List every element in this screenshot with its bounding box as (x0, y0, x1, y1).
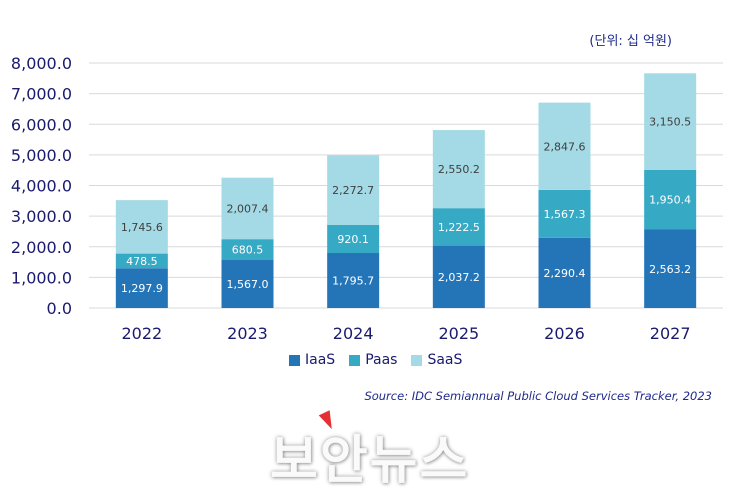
legend-swatch-paas (349, 354, 361, 366)
watermark-logo: 보안뉴스 (270, 431, 470, 491)
bar-paas-2026 (538, 189, 591, 238)
unit-label: (단위: 십 억원) (589, 34, 672, 49)
data-label: 1,567.3 (544, 208, 586, 221)
bar-paas-2022 (115, 253, 168, 269)
legend-item-saas: SaaS (411, 352, 462, 368)
source-note: Source: IDC Semiannual Public Cloud Serv… (364, 389, 712, 403)
bar-saas-2027 (644, 73, 697, 170)
data-label: 478.5 (126, 255, 158, 268)
bar-iaas-2022 (115, 268, 168, 308)
bar-iaas-2023 (221, 260, 274, 308)
bar-iaas-2026 (538, 237, 591, 308)
legend: IaaS Paas SaaS (289, 352, 462, 368)
bars: 1,297.9 478.5 1,745.6 1,567.0 680.5 2,007.4 1,… (115, 73, 697, 308)
bar-paas-2027 (644, 169, 697, 230)
stacked-bar-chart: 0.0 1,000.0 2,000.0 3,000.0 4,000.0 5,000.0 6,… (11, 54, 723, 343)
data-label: 680.5 (232, 244, 264, 257)
legend-swatch-iaas (289, 354, 300, 366)
y-tick-label: 4,000.0 (11, 177, 72, 196)
legend-item-iaas: IaaS (289, 352, 335, 368)
data-label: 2,550.2 (438, 163, 480, 176)
x-tick-label: 2023 (227, 324, 268, 343)
data-label: 1,795.7 (332, 275, 374, 288)
data-label: 2,272.7 (332, 184, 374, 197)
bar-paas-2025 (432, 208, 485, 246)
y-tick-label: 0.0 (47, 299, 72, 318)
bar-iaas-2027 (644, 229, 697, 308)
x-tick-label: 2022 (121, 324, 162, 343)
x-tick-label: 2025 (438, 324, 479, 343)
data-label: 2,290.4 (544, 267, 586, 280)
bar-saas-2025 (432, 130, 485, 209)
data-label: 3,150.5 (649, 116, 691, 129)
data-label: 2,847.6 (544, 140, 586, 153)
y-tick-label: 2,000.0 (11, 238, 72, 257)
y-tick-label: 7,000.0 (11, 85, 72, 104)
gridlines (89, 62, 723, 309)
y-tick-label: 3,000.0 (11, 207, 72, 226)
bar-iaas-2024 (327, 253, 380, 308)
legend-label-saas: SaaS (427, 352, 463, 368)
bar-paas-2024 (327, 224, 380, 254)
x-tick-label: 2027 (650, 324, 691, 343)
y-tick-label: 1,000.0 (11, 268, 72, 287)
bar-saas-2023 (221, 177, 274, 240)
data-label: 1,745.6 (121, 221, 163, 234)
data-label: 2,007.4 (227, 202, 269, 215)
bar-paas-2023 (221, 239, 274, 261)
data-label: 1,950.4 (649, 194, 691, 207)
legend-swatch-saas (411, 354, 423, 366)
y-tick-label: 8,000.0 (11, 54, 72, 73)
x-tick-label: 2026 (544, 324, 585, 343)
y-tick-label: 6,000.0 (11, 115, 72, 134)
data-label: 2,563.2 (649, 263, 691, 276)
bar-iaas-2025 (432, 245, 485, 308)
legend-item-paas: Paas (349, 352, 397, 368)
data-label: 920.1 (337, 233, 369, 246)
x-tick-label: 2024 (333, 324, 374, 343)
data-label: 2,037.2 (438, 271, 480, 284)
legend-label-paas: Paas (365, 352, 398, 368)
bar-saas-2024 (327, 155, 380, 225)
bar-saas-2022 (115, 200, 168, 254)
legend-label-iaas: IaaS (305, 352, 336, 368)
data-label: 1,297.9 (121, 282, 163, 295)
x-axis-ticks: 2022 2023 2024 2025 2026 2027 (121, 324, 690, 343)
y-tick-label: 5,000.0 (11, 146, 72, 165)
data-label: 1,222.5 (438, 221, 480, 234)
data-label: 1,567.0 (227, 278, 269, 291)
bar-saas-2026 (538, 102, 591, 190)
y-axis-ticks: 0.0 1,000.0 2,000.0 3,000.0 4,000.0 5,000.0 6,… (11, 54, 72, 318)
